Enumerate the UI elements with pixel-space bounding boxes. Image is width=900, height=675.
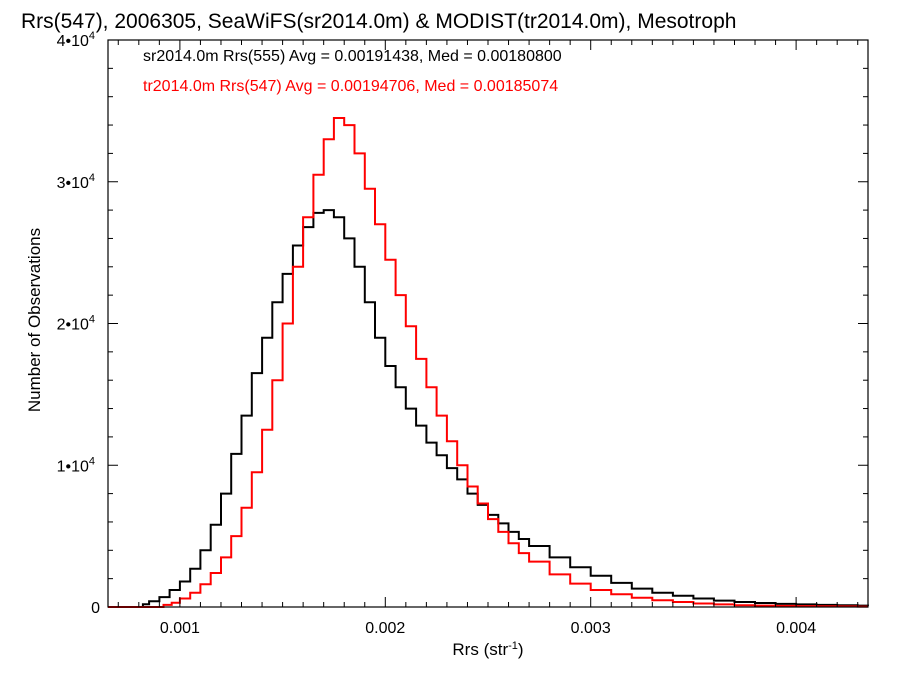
y-axis-label: Number of Observations bbox=[25, 228, 44, 412]
y-tick-label-2: 2•104 bbox=[57, 314, 95, 334]
ticks-layer: 0.001 0.002 0.003 0.004 0 1•104 2•104 3•104 4•10… bbox=[57, 30, 868, 637]
legend-entry-1: tr2014.0m Rrs(547) Avg = 0.00194706, Med… bbox=[143, 78, 558, 95]
y-tick-label-0: 0 bbox=[91, 600, 100, 617]
x-axis-label-superscript: -1 bbox=[508, 640, 518, 652]
chart-title: Rrs(547), 2006305, SeaWiFS(sr2014.0m) & … bbox=[21, 10, 736, 33]
legend-entry-0: sr2014.0m Rrs(555) Avg = 0.00191438, Med… bbox=[143, 48, 562, 65]
series-line-0 bbox=[108, 209, 869, 608]
x-axis-label: Rrs (str-1) bbox=[452, 640, 523, 659]
series-layer bbox=[108, 117, 869, 608]
y-tick-label-1: 1•104 bbox=[57, 455, 95, 475]
legend: sr2014.0m Rrs(555) Avg = 0.00191438, Med… bbox=[143, 48, 562, 95]
x-tick-label-3: 0.004 bbox=[776, 620, 816, 637]
x-axis-label-text: Rrs (str bbox=[452, 640, 508, 659]
x-axis-label-close: ) bbox=[518, 640, 524, 659]
y-tick-label-3: 3•104 bbox=[57, 172, 95, 192]
series-line-1 bbox=[108, 117, 868, 608]
x-tick-label-1: 0.002 bbox=[365, 620, 405, 637]
x-tick-label-2: 0.003 bbox=[571, 620, 611, 637]
x-tick-label-0: 0.001 bbox=[160, 620, 200, 637]
y-tick-label-4: 4•104 bbox=[57, 30, 95, 50]
